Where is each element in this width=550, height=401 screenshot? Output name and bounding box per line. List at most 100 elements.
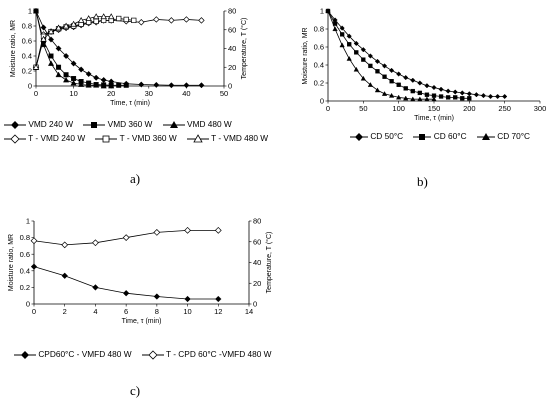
data-point-diamond xyxy=(431,84,437,91)
data-point-triangle xyxy=(55,24,62,31)
data-point-diamond xyxy=(100,77,107,83)
data-point-triangle xyxy=(374,87,381,93)
series xyxy=(30,226,222,249)
y-tick-label: 0 xyxy=(320,97,324,106)
legend-label: VMD 360 W xyxy=(107,119,153,129)
data-point-diamond xyxy=(138,81,145,88)
series xyxy=(325,8,437,102)
data-point-square xyxy=(361,57,366,62)
data-point-triangle xyxy=(346,55,352,61)
data-point-diamond xyxy=(168,82,175,89)
data-point-diamond xyxy=(445,88,451,94)
data-point-square xyxy=(116,82,122,88)
y-tick-label: 0.6 xyxy=(22,37,32,46)
data-point-diamond xyxy=(40,24,47,31)
data-point-square xyxy=(453,95,458,100)
data-point-triangle xyxy=(32,63,40,70)
data-point-triangle xyxy=(332,26,338,32)
data-point-diamond xyxy=(78,66,85,73)
data-point-square xyxy=(389,79,394,84)
data-point-diamond xyxy=(198,82,205,89)
x-tick-label: 300 xyxy=(534,104,547,113)
data-point-diamond xyxy=(153,16,160,23)
data-point-square xyxy=(460,96,465,101)
x-tick-label: 100 xyxy=(392,104,405,113)
y-tick-label: 0 xyxy=(26,300,30,309)
y2-tick-label: 0 xyxy=(228,82,232,91)
data-point-diamond xyxy=(346,33,352,39)
data-point-diamond xyxy=(168,17,175,24)
data-point-diamond xyxy=(93,74,100,81)
data-point-square xyxy=(339,32,345,37)
legend-item-t-vmd-240: T - VMD 240 W xyxy=(4,133,85,144)
data-point-square xyxy=(56,64,62,70)
data-point-diamond xyxy=(85,71,92,77)
y-tick-label: 0.4 xyxy=(314,61,324,70)
data-point-diamond xyxy=(353,40,359,46)
y-tick-label: 0.2 xyxy=(314,79,324,88)
data-point-triangle xyxy=(107,13,115,20)
data-point-triangle xyxy=(100,82,107,89)
legend-c: CPD60°C - VMFD 480 W T - CPD 60°C -VMFD … xyxy=(14,349,280,360)
series xyxy=(325,8,508,100)
legend-item-cd-70: CD 70°C xyxy=(476,131,530,142)
series xyxy=(32,7,115,89)
legend-item-cd-50: CD 50°C xyxy=(350,131,403,142)
legend-label: CPD60°C - VMFD 480 W xyxy=(38,349,132,359)
legend-label: T - VMD 240 W xyxy=(28,132,86,143)
chart-panel-a: 0 10 20 30 40 5000.20.40.60.81020406080Time, … xyxy=(10,7,248,107)
legend-item-vmd-480: VMD 480 W xyxy=(162,119,232,130)
series-line xyxy=(327,10,434,100)
data-point-square xyxy=(347,42,352,47)
legend-label: T - CPD 60°C -VMFD 480 W xyxy=(166,349,272,359)
y-tick-label: 0.4 xyxy=(20,266,30,275)
y-tick-label: 0.2 xyxy=(20,283,30,292)
x-axis-title: Time, τ (min) xyxy=(414,115,454,122)
data-point-square xyxy=(116,15,122,22)
data-point-diamond xyxy=(438,86,444,92)
legend-marker-diamond-filled xyxy=(350,132,368,141)
legend-marker-triangle-open xyxy=(186,133,209,143)
data-point-diamond xyxy=(184,226,191,234)
data-point-triangle xyxy=(93,82,100,88)
data-point-square xyxy=(438,94,444,99)
x-tick-label: 14 xyxy=(245,307,253,316)
series xyxy=(32,13,115,70)
data-point-triangle xyxy=(70,20,77,27)
data-point-triangle xyxy=(353,66,359,72)
legend-marker-diamond-filled xyxy=(4,120,26,129)
legend-item-t-vmd-480: T - VMD 480 W xyxy=(186,133,268,144)
data-point-triangle xyxy=(62,22,70,29)
series xyxy=(30,263,222,303)
legend-item-t-cpd-vmfd: T - CPD 60°C -VMFD 480 W xyxy=(141,349,272,360)
data-point-square xyxy=(382,74,387,79)
data-point-triangle xyxy=(431,96,437,102)
data-point-diamond xyxy=(153,229,161,236)
x-tick-label: 0 xyxy=(32,307,36,316)
data-point-square xyxy=(467,96,472,101)
y-tick-label: 0 xyxy=(28,82,32,91)
panel-label-b: b) xyxy=(417,174,428,189)
y2-axis-title: Temperature, T (°C) xyxy=(265,232,273,294)
data-point-triangle xyxy=(100,13,107,20)
y2-tick-label: 40 xyxy=(228,44,236,53)
data-point-triangle xyxy=(40,35,47,42)
data-point-triangle xyxy=(360,75,366,81)
legend-marker-triangle-filled xyxy=(476,132,495,140)
x-tick-label: 50 xyxy=(220,89,228,98)
x-tick-label: 20 xyxy=(107,89,115,98)
data-point-triangle xyxy=(92,13,100,20)
legend-item-t-vmd-360: T - VMD 360 W xyxy=(95,133,177,144)
x-tick-label: 150 xyxy=(428,104,441,113)
y-tick-label: 0.4 xyxy=(22,52,32,61)
y2-tick-label: 0 xyxy=(253,300,257,309)
data-point-diamond xyxy=(466,91,472,97)
data-point-diamond xyxy=(480,93,487,99)
data-point-diamond xyxy=(495,93,501,100)
legend-item-vmd-240: VMD 240 W xyxy=(4,119,73,130)
data-point-diamond xyxy=(487,93,494,100)
legend-marker-diamond-open xyxy=(4,134,26,144)
data-point-square xyxy=(424,92,430,97)
data-point-square xyxy=(375,69,380,74)
data-point-square xyxy=(131,17,137,24)
